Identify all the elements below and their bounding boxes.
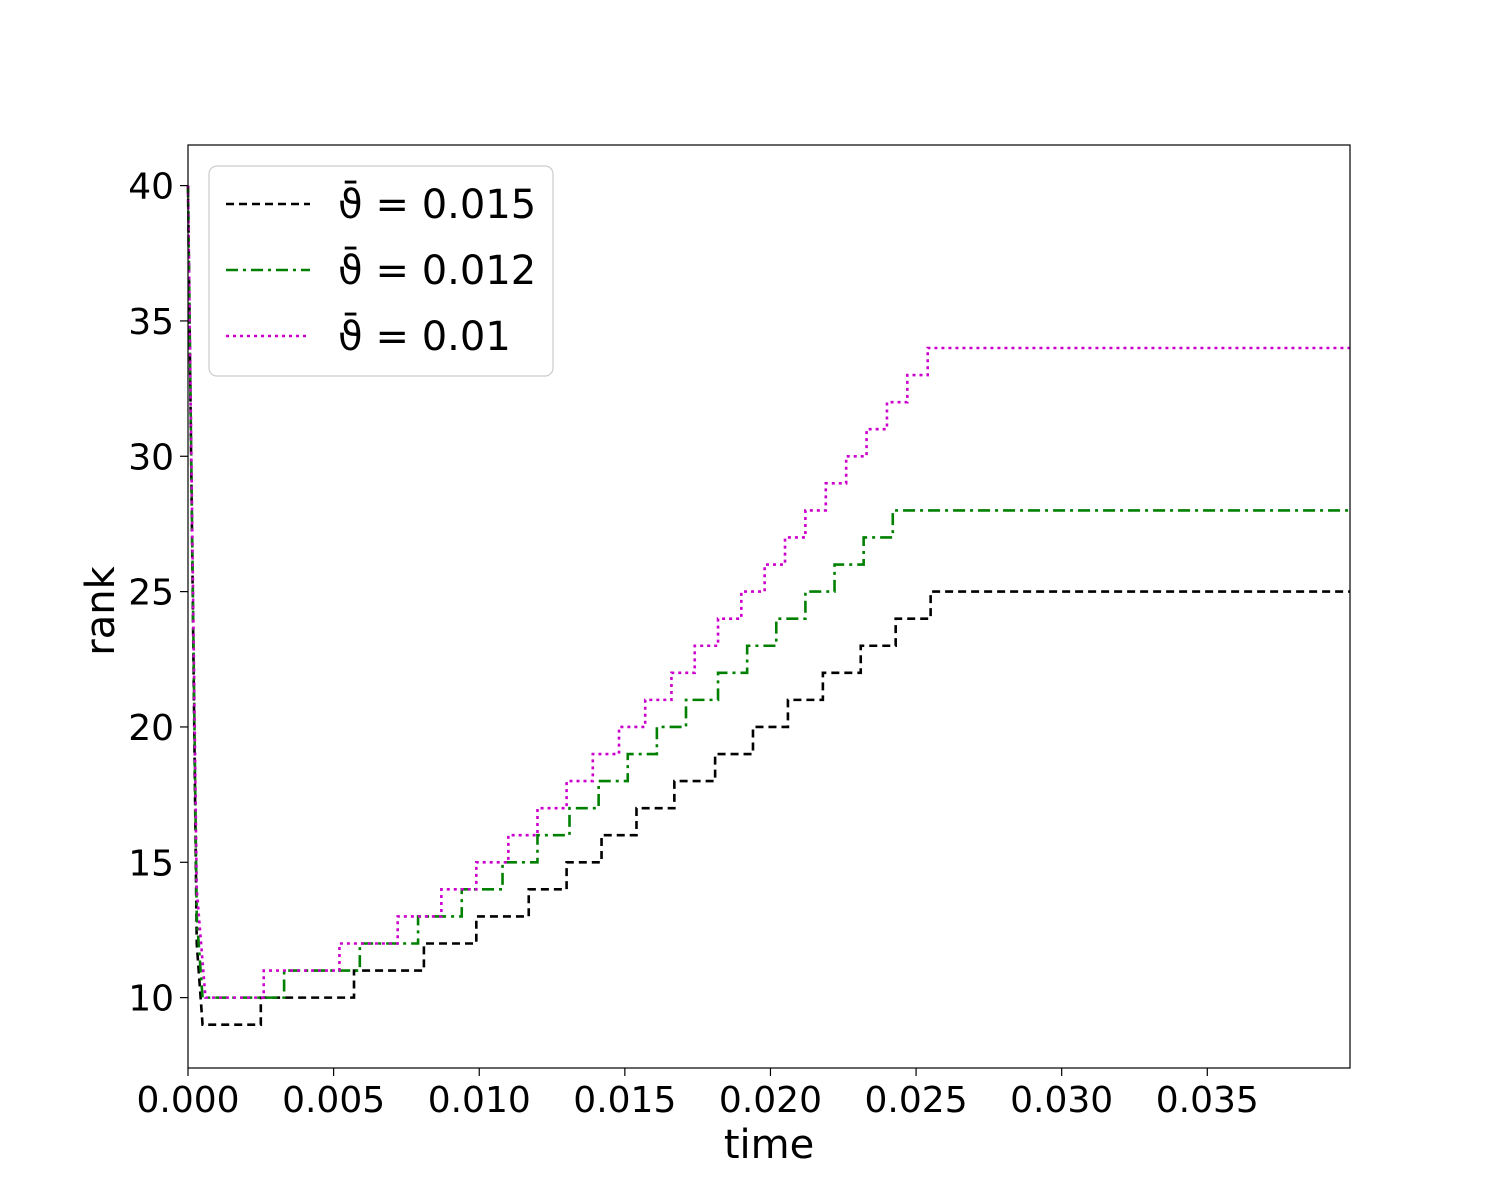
x-tick-label: 0.025 xyxy=(865,1080,968,1121)
legend-box xyxy=(208,165,554,377)
y-tick-label: 40 xyxy=(128,167,174,208)
x-tick-label: 0.005 xyxy=(282,1080,385,1121)
x-tick-label: 0.035 xyxy=(1156,1080,1259,1121)
y-tick-label: 25 xyxy=(128,573,174,614)
plot-frame xyxy=(187,144,1351,1069)
x-axis-label: time xyxy=(724,1122,814,1168)
y-tick-label: 20 xyxy=(128,708,174,749)
y-ticks: 10 15 20 25 30 35 40 xyxy=(128,167,188,1020)
y-axis-label: rank xyxy=(78,565,124,655)
y-tick-label: 35 xyxy=(128,302,174,343)
x-tick-label: 0.030 xyxy=(1010,1080,1113,1121)
y-tick-label: 10 xyxy=(128,979,174,1020)
y-tick-label: 15 xyxy=(128,843,174,884)
x-tick-label: 0.010 xyxy=(428,1080,531,1121)
legend-label-1: ϑ̄ = 0.012 xyxy=(338,246,536,294)
x-tick-label: 0.020 xyxy=(719,1080,822,1121)
series-line-2 xyxy=(186,185,1350,999)
x-tick-label: 0.000 xyxy=(136,1080,239,1121)
legend: ϑ̄ = 0.015 ϑ̄ = 0.012 ϑ̄ = 0.01 xyxy=(208,165,554,377)
x-tick-label: 0.015 xyxy=(573,1080,676,1121)
x-ticks: 0.000 0.005 0.010 0.015 0.020 0.025 0.030 0.035 xyxy=(136,1068,1259,1121)
legend-label-0: ϑ̄ = 0.015 xyxy=(338,180,536,228)
legend-label-2: ϑ̄ = 0.01 xyxy=(338,312,511,360)
series-line-0 xyxy=(186,185,1350,1026)
legend-entries: ϑ̄ = 0.015 ϑ̄ = 0.012 ϑ̄ = 0.01 xyxy=(226,180,536,360)
series-layer xyxy=(186,185,1350,1026)
y-tick-label: 30 xyxy=(128,437,174,478)
